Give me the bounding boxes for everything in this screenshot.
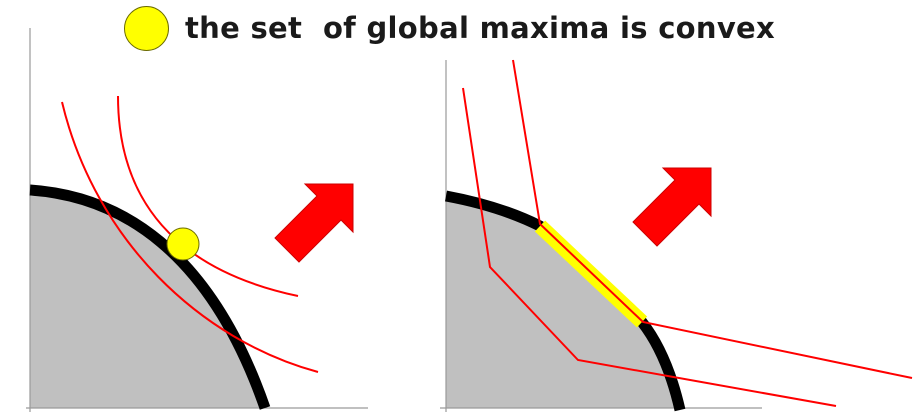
left-feasible-region (30, 196, 265, 408)
left-optimum-point (166, 227, 200, 261)
left-direction-arrow (274, 183, 354, 263)
left-level-curve-1 (61, 101, 319, 373)
legend-yellow-dot (124, 5, 169, 51)
right-feasible-region (446, 196, 680, 408)
left-panel (26, 28, 368, 412)
right-level-curve-outer (462, 87, 837, 407)
legend: the set of global maxima is convex (124, 2, 775, 54)
right-level-curve-inner (512, 59, 913, 379)
left-level-curve-2 (117, 95, 299, 297)
right-direction-arrow (632, 167, 712, 247)
legend-text: the set of global maxima is convex (185, 11, 776, 45)
left-boundary (29, 184, 271, 410)
right-panel (440, 59, 913, 412)
